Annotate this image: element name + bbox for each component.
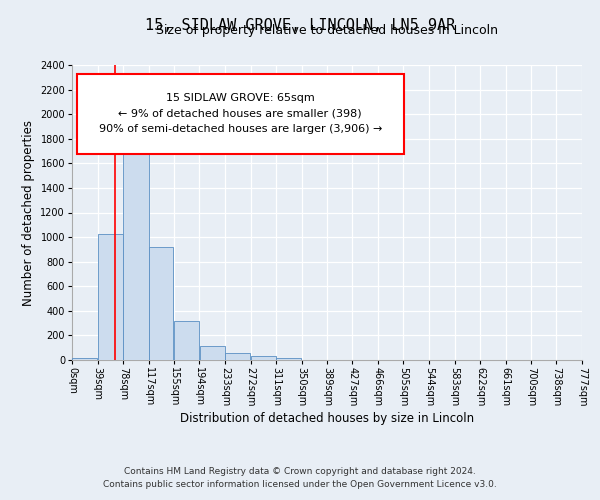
X-axis label: Distribution of detached houses by size in Lincoln: Distribution of detached houses by size … <box>180 412 474 425</box>
Bar <box>200 346 224 360</box>
Bar <box>251 356 276 360</box>
Text: Contains HM Land Registry data © Crown copyright and database right 2024.
Contai: Contains HM Land Registry data © Crown c… <box>103 468 497 489</box>
Bar <box>149 247 173 360</box>
Bar <box>98 234 123 360</box>
Bar <box>174 320 199 360</box>
Bar <box>124 126 149 360</box>
Bar <box>72 358 97 360</box>
Text: 15 SIDLAW GROVE: 65sqm
← 9% of detached houses are smaller (398)
90% of semi-det: 15 SIDLAW GROVE: 65sqm ← 9% of detached … <box>98 93 382 134</box>
Bar <box>277 358 301 360</box>
Title: Size of property relative to detached houses in Lincoln: Size of property relative to detached ho… <box>156 24 498 38</box>
Text: 15, SIDLAW GROVE, LINCOLN, LN5 9AR: 15, SIDLAW GROVE, LINCOLN, LN5 9AR <box>145 18 455 32</box>
Y-axis label: Number of detached properties: Number of detached properties <box>22 120 35 306</box>
FancyBboxPatch shape <box>77 74 404 154</box>
Bar <box>225 353 250 360</box>
